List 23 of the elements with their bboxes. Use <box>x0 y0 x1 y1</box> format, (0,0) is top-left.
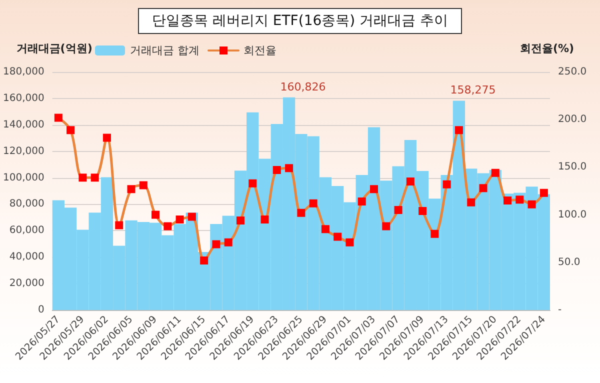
y-tick-label: 80,000 <box>9 198 44 210</box>
y2-tick-label: 150.0 <box>558 162 587 173</box>
y2-tick-label: 200.0 <box>558 114 587 126</box>
data-label: 158,275 <box>450 84 496 97</box>
y-tick-label: 20,000 <box>9 278 44 290</box>
y2-tick-label: 250.0 <box>558 66 587 78</box>
y-tick-label: 120,000 <box>2 146 44 157</box>
y-tick-label: 160,000 <box>2 92 44 104</box>
data-label: 160,826 <box>280 80 326 94</box>
chart-title: 단일종목 레버리지 ETF(16종목) 거래대금 추이 <box>152 13 448 29</box>
y2-tick-label: - <box>558 304 562 316</box>
y-tick-label: 100,000 <box>2 172 44 184</box>
y-axis-title: 거래대금(억원) <box>16 42 92 55</box>
y-tick-label: 0 <box>38 304 44 316</box>
y-tick-label: 140,000 <box>2 119 44 130</box>
y-tick-label: 180,000 <box>2 66 44 78</box>
y-tick-label: 40,000 <box>9 252 44 263</box>
legend-label: 회전율 <box>243 44 276 57</box>
y2-axis-title: 회전율(%) <box>520 42 574 55</box>
legend-label: 거래대금 합계 <box>130 44 200 57</box>
y2-tick-label: 100.0 <box>558 209 587 220</box>
y2-tick-label: 50.0 <box>558 256 580 268</box>
y-tick-label: 60,000 <box>9 225 44 236</box>
